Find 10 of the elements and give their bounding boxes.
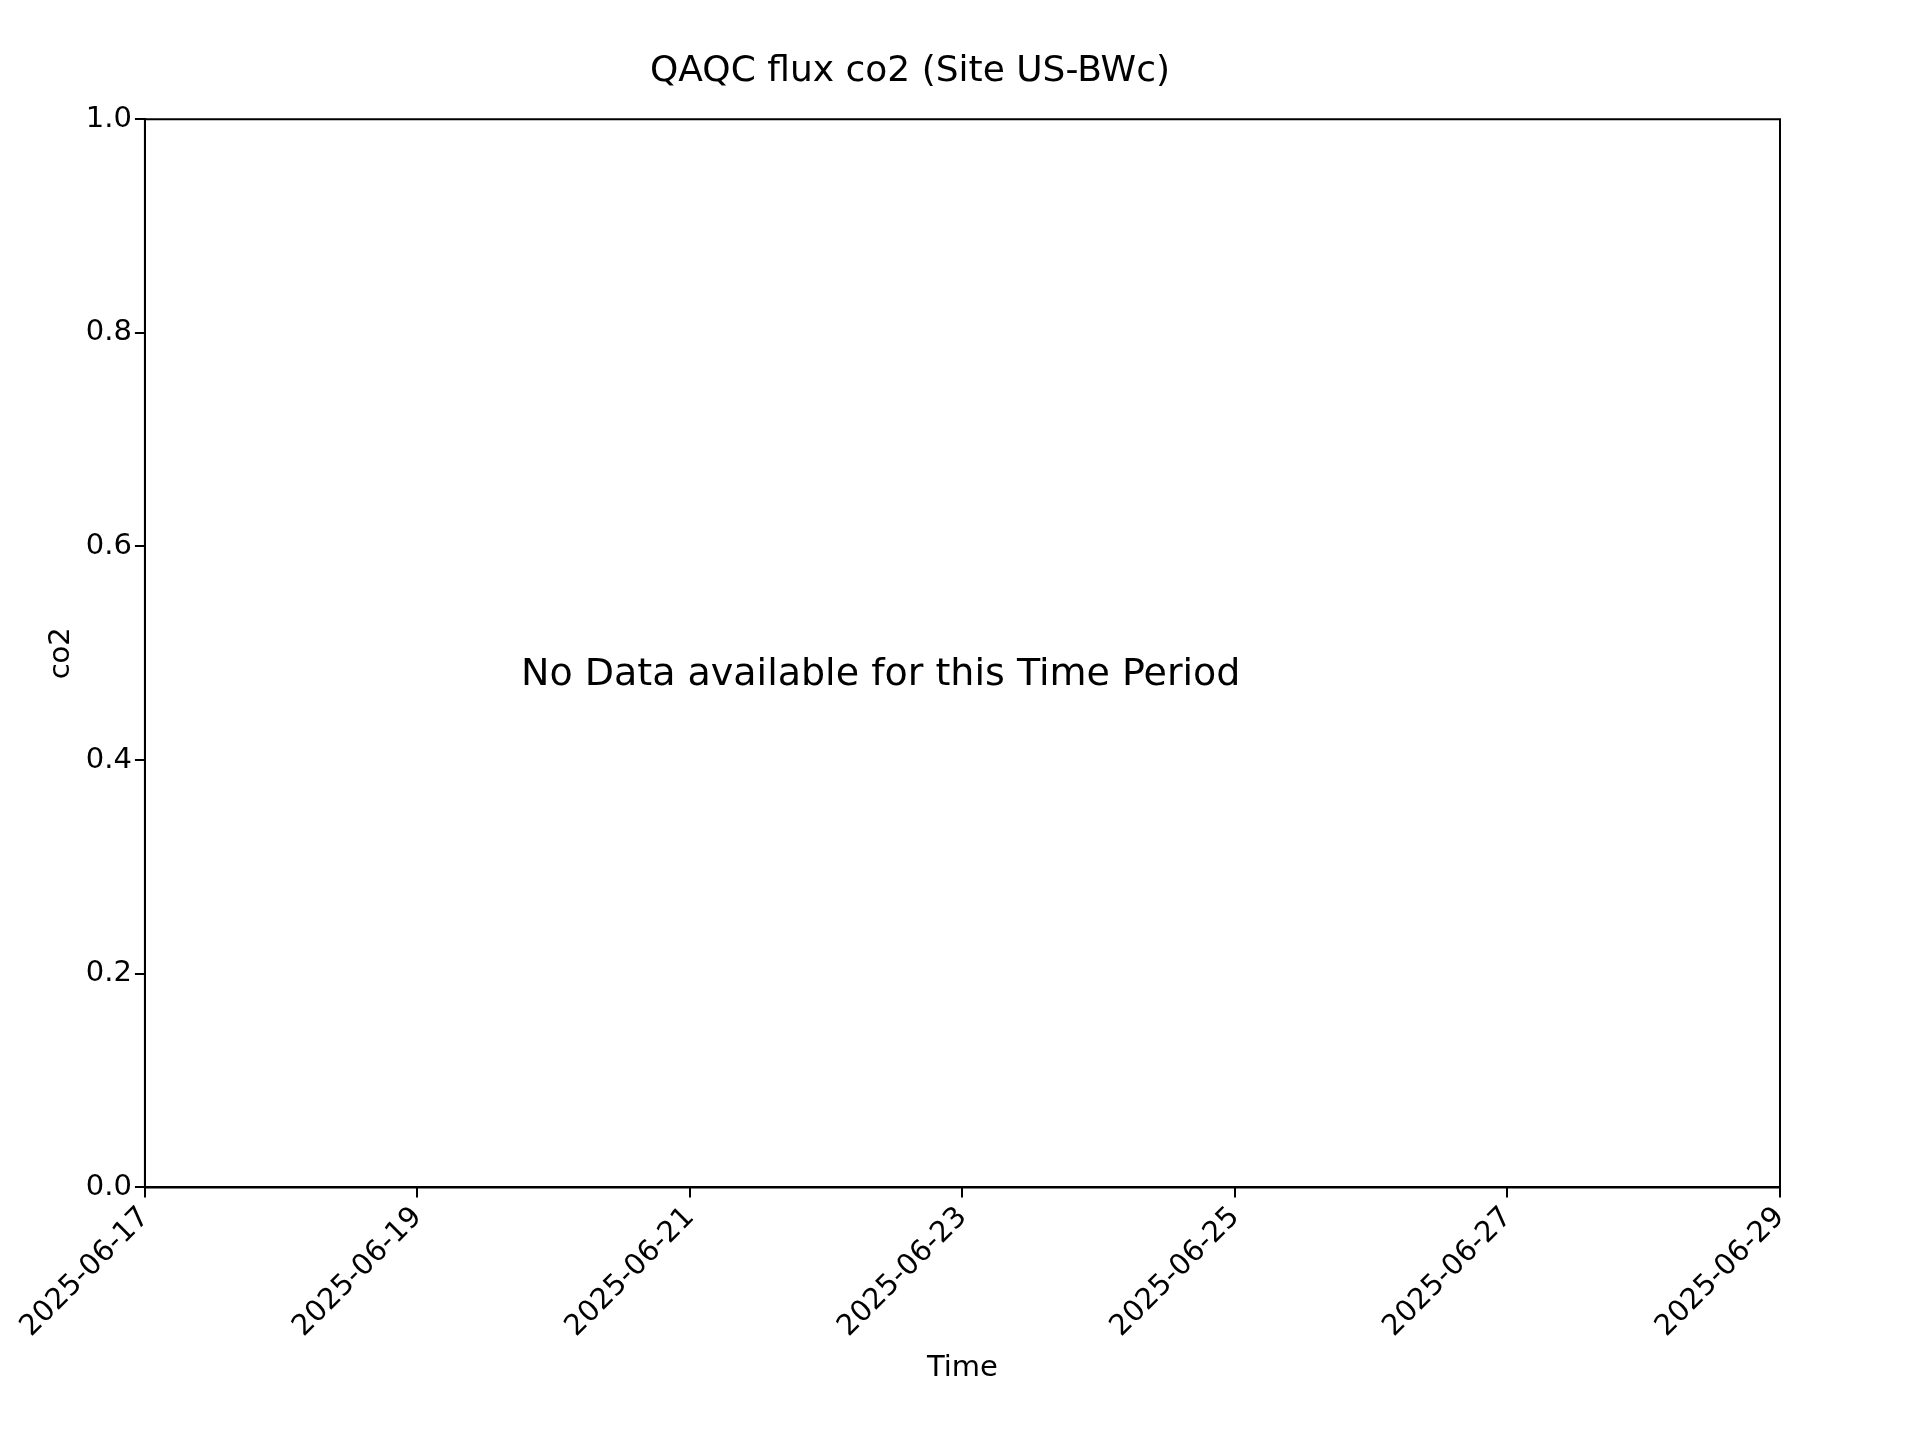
y-tick-label: 0.0 [85, 1167, 132, 1202]
y-tick-label: 1.0 [85, 99, 132, 134]
y-tick-label: 0.6 [85, 527, 132, 562]
chart-title: QAQC flux co2 (Site US-BWc) [649, 47, 1171, 89]
y-tick-label: 0.4 [85, 740, 132, 775]
y-tick-label: 0.2 [85, 954, 132, 989]
y-tick-label: 0.8 [85, 313, 132, 348]
annotation: No Data available for this Time Period [520, 649, 1241, 694]
y-axis-title: co2 [41, 627, 76, 680]
x-axis-title: Time [925, 1349, 998, 1384]
